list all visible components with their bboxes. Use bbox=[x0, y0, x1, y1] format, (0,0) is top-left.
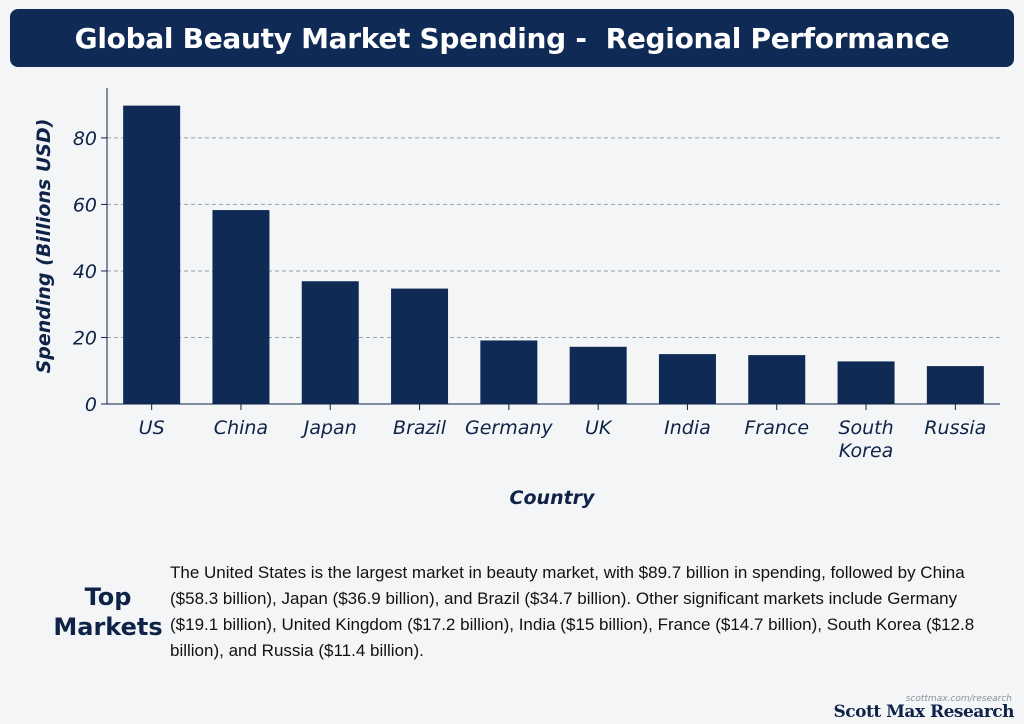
x-tick-label: Russia bbox=[924, 417, 986, 439]
bar-chart: 0 20 40 60 80 US China Japan Brazil Germany UK Indi… bbox=[33, 88, 1000, 509]
summary-text: The United States is the largest market … bbox=[170, 563, 975, 660]
y-tick-label: 0 bbox=[85, 394, 97, 416]
title-bar: Global Beauty Market Spending - Regional… bbox=[10, 9, 1014, 67]
x-tick-label: US bbox=[139, 417, 165, 439]
bar-us bbox=[123, 105, 181, 405]
bar-china bbox=[212, 210, 270, 404]
summary-section: Top Markets The United States is the lar… bbox=[20, 558, 1010, 668]
x-tick-label: Germany bbox=[465, 417, 553, 439]
x-tick-label: France bbox=[744, 417, 809, 439]
y-tick-label: 20 bbox=[73, 327, 97, 349]
y-axis-title: Spending (Billions USD) bbox=[33, 119, 55, 374]
bar-russia bbox=[926, 366, 984, 404]
bar-brazil bbox=[391, 288, 449, 404]
chart-title: Global Beauty Market Spending - Regional… bbox=[74, 21, 950, 55]
bar-germany bbox=[480, 340, 538, 404]
summary-heading: Top Markets bbox=[53, 583, 163, 641]
bar-india bbox=[658, 354, 716, 404]
bar-france bbox=[748, 355, 806, 404]
x-axis-title: Country bbox=[510, 487, 597, 509]
bar-uk bbox=[569, 346, 627, 404]
tick-labels: 0 20 40 60 80 US China Japan Brazil Germany UK Indi… bbox=[73, 128, 987, 462]
x-tick-label: China bbox=[214, 417, 268, 439]
x-tick-label: UK bbox=[585, 417, 613, 439]
bars bbox=[123, 105, 984, 405]
x-tick-label: Brazil bbox=[393, 417, 447, 439]
x-tick-label: India bbox=[664, 417, 711, 439]
bar-south-korea bbox=[837, 361, 895, 404]
y-tick-label: 60 bbox=[73, 194, 97, 216]
axes bbox=[101, 88, 1000, 410]
y-tick-label: 40 bbox=[73, 261, 97, 283]
x-tick-label: South Korea bbox=[838, 417, 893, 462]
x-tick-label: Japan bbox=[300, 417, 357, 439]
y-tick-label: 80 bbox=[73, 128, 97, 150]
bar-japan bbox=[301, 281, 359, 404]
brand-logo: Scott Max Research bbox=[833, 702, 1015, 722]
footer-url: scottmax.com/research bbox=[905, 694, 1012, 704]
